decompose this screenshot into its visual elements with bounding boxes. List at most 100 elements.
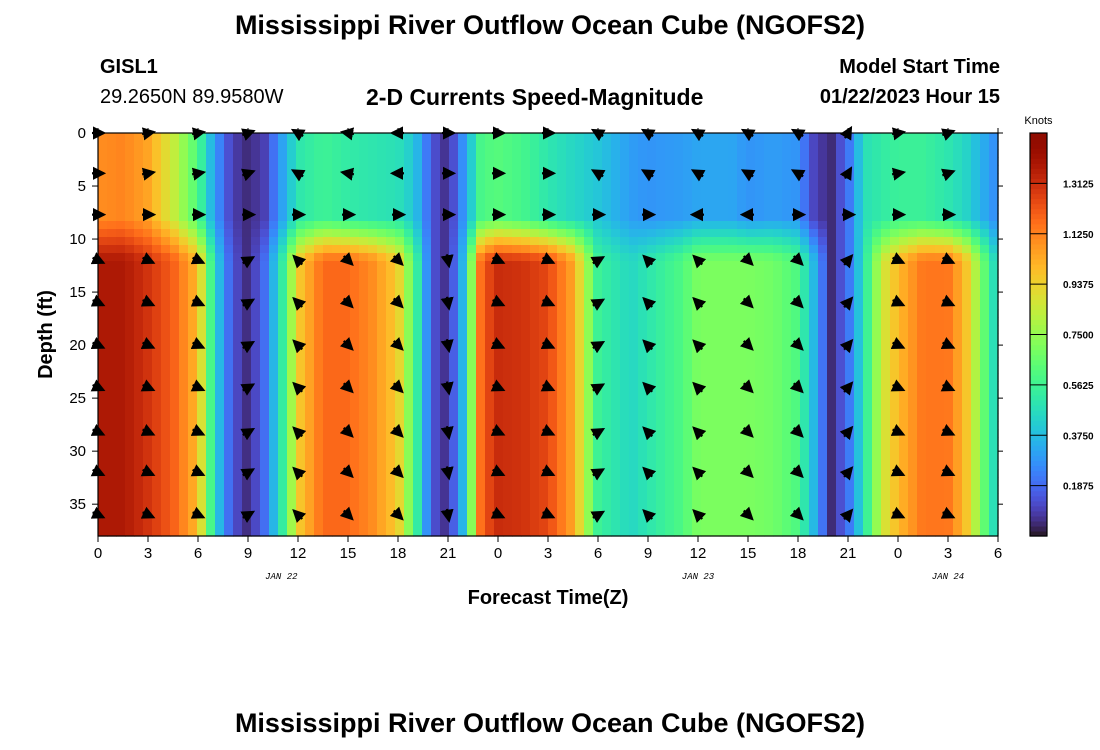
heatmap-cell [899,349,909,358]
heatmap-cell [188,493,198,502]
heatmap-cell [134,445,144,454]
heatmap-cell [359,397,369,406]
heatmap-cell [755,429,765,438]
heatmap-cell [116,373,126,382]
heatmap-cell [125,285,135,294]
heatmap-cell [836,349,846,358]
heatmap-cell [872,133,882,142]
heatmap-cell [143,285,153,294]
heatmap-cell [584,205,594,214]
heatmap-cell [449,333,459,342]
heatmap-cell [449,269,459,278]
heatmap-cell [224,181,234,190]
heatmap-cell [413,317,423,326]
heatmap-cell [575,357,585,366]
heatmap-cell [449,477,459,486]
heatmap-cell [782,509,792,518]
heatmap-cell [971,149,981,158]
heatmap-cell [836,301,846,310]
heatmap-cell [674,293,684,302]
heatmap-cell [611,301,621,310]
heatmap-cell [539,405,549,414]
heatmap-cell [179,501,189,510]
heatmap-cell [305,237,315,246]
heatmap-cell [413,437,423,446]
heatmap-cell [782,349,792,358]
heatmap-cell [602,373,612,382]
heatmap-cell [206,373,216,382]
heatmap-cell [188,277,198,286]
heatmap-cell [935,277,945,286]
heatmap-cell [584,381,594,390]
heatmap-cell [251,197,261,206]
heatmap-cell [881,341,891,350]
heatmap-cell [683,285,693,294]
heatmap-cell [854,149,864,158]
heatmap-cell [503,229,513,238]
heatmap-cell [854,357,864,366]
heatmap-cell [386,189,396,198]
heatmap-cell [332,189,342,198]
heatmap-cell [179,445,189,454]
heatmap-cell [422,341,432,350]
heatmap-cell [782,413,792,422]
heatmap-cell [953,341,963,350]
heatmap-cell [476,509,486,518]
heatmap-cell [764,509,774,518]
heatmap-cell [512,477,522,486]
heatmap-cell [674,389,684,398]
heatmap-cell [143,413,153,422]
heatmap-cell [458,285,468,294]
heatmap-cell [431,493,441,502]
heatmap-cell [548,365,558,374]
heatmap-cell [98,357,108,366]
heatmap-cell [773,397,783,406]
heatmap-cell [386,317,396,326]
heatmap-cell [377,261,387,270]
heatmap-cell [701,173,711,182]
heatmap-cell [161,229,171,238]
heatmap-cell [314,301,324,310]
heatmap-cell [818,469,828,478]
heatmap-cell [827,189,837,198]
heatmap-cell [512,277,522,286]
heatmap-cell [197,525,207,534]
heatmap-cell [791,421,801,430]
heatmap-cell [926,357,936,366]
heatmap-cell [413,517,423,526]
heatmap-cell [602,165,612,174]
heatmap-cell [170,533,180,537]
heatmap-cell [512,341,522,350]
heatmap-cell [503,261,513,270]
heatmap-cell [710,421,720,430]
heatmap-cell [557,133,567,142]
heatmap-cell [116,293,126,302]
heatmap-cell [215,405,225,414]
heatmap-cell [98,365,108,374]
heatmap-cell [809,133,819,142]
heatmap-cell [665,301,675,310]
heatmap-cell [818,253,828,262]
heatmap-cell [647,221,657,230]
heatmap-cell [107,341,117,350]
heatmap-cell [728,413,738,422]
heatmap-cell [395,333,405,342]
heatmap-cell [260,237,270,246]
heatmap-cell [143,261,153,270]
heatmap-cell [431,429,441,438]
heatmap-cell [134,277,144,286]
heatmap-cell [809,493,819,502]
heatmap-cell [170,397,180,406]
heatmap-cell [800,293,810,302]
heatmap-cell [710,485,720,494]
heatmap-cell [890,477,900,486]
heatmap-cell [143,445,153,454]
heatmap-cell [782,381,792,390]
heatmap-cell [737,261,747,270]
heatmap-cell [287,389,297,398]
heatmap-cell [944,517,954,526]
heatmap-cell [944,237,954,246]
heatmap-cell [287,213,297,222]
heatmap-cell [917,533,927,537]
heatmap-cell [620,181,630,190]
